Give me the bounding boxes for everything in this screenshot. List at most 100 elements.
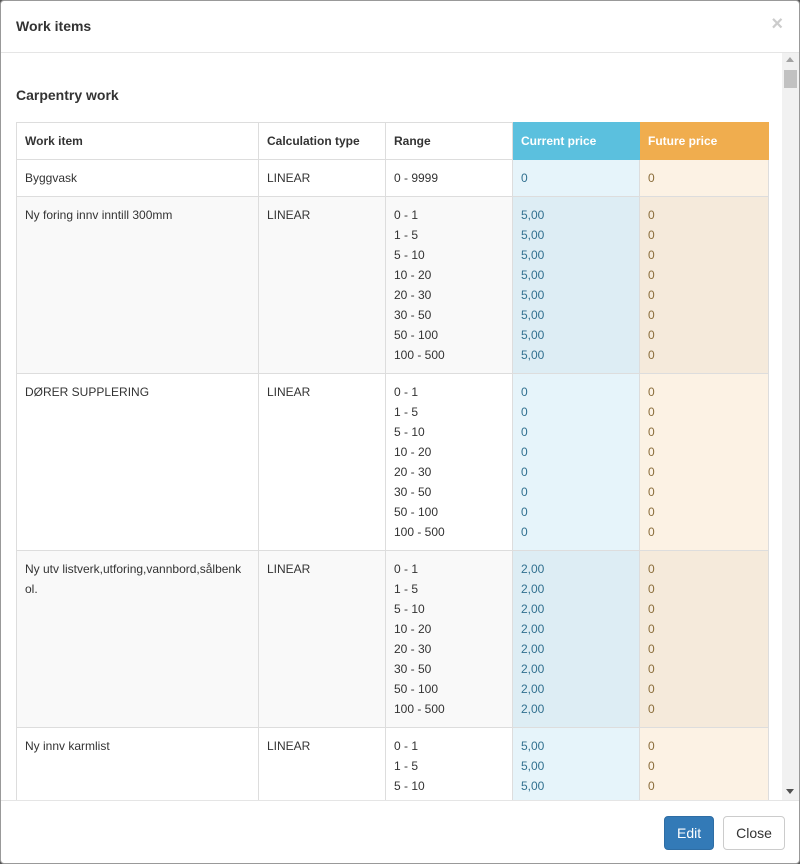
range-cell-value: 5 - 10: [394, 248, 425, 262]
current-price-cell: 5,00 5,00 5,00: [512, 727, 640, 800]
range-cell-value: 50 - 100: [394, 505, 439, 519]
current-price-cell: 5,00 5,00 5,00 5,00 5,00 5,00 5,00 5,00: [512, 196, 640, 374]
future-price-cell-value: 0: [648, 562, 655, 576]
future-price-cell-value: 0: [648, 779, 655, 793]
future-price-cell-value: 0: [648, 171, 655, 185]
range-cell-value: 50 - 100: [394, 328, 439, 342]
scroll-down-icon[interactable]: [786, 789, 794, 794]
calculation-type-cell: LINEAR: [258, 196, 386, 374]
current-price-cell-value: 2,00: [521, 682, 545, 696]
range-cell-value: 30 - 50: [394, 485, 432, 499]
work-items-table: Work item Calculation type Range Current…: [16, 122, 769, 800]
future-price-cell-value: 0: [648, 328, 655, 342]
calculation-type-cell: LINEAR: [258, 727, 386, 800]
range-cell-value: 50 - 100: [394, 682, 439, 696]
current-price-cell-value: 0: [521, 425, 528, 439]
range-cell-value: 20 - 30: [394, 288, 432, 302]
future-price-cell: 0 0 0: [639, 727, 769, 800]
header-calculation-type: Calculation type: [258, 122, 386, 160]
current-price-cell-value: 2,00: [521, 642, 545, 656]
current-price-cell-value: 2,00: [521, 702, 545, 716]
future-price-cell-value: 0: [648, 759, 655, 773]
future-price-cell-value: 0: [648, 622, 655, 636]
range-cell-value: 20 - 30: [394, 465, 432, 479]
header-work-item: Work item: [16, 122, 259, 160]
future-price-cell-value: 0: [648, 445, 655, 459]
close-button[interactable]: Close: [723, 816, 785, 850]
future-price-cell-value: 0: [648, 582, 655, 596]
work-item-cell: Ny foring innv inntill 300mm: [16, 196, 259, 374]
future-price-cell-value: 0: [648, 702, 655, 716]
current-price-cell-value: 5,00: [521, 779, 545, 793]
range-cell-value: 5 - 10: [394, 425, 425, 439]
range-cell-value: 1 - 5: [394, 759, 419, 773]
table-row: Ny foring innv inntill 300mm LINEAR 0 - 1 1…: [16, 196, 769, 374]
range-cell-value: 20 - 30: [394, 642, 432, 656]
range-cell-value: 0 - 1: [394, 385, 419, 399]
range-cell-value: 10 - 20: [394, 622, 432, 636]
modal-footer: Edit Close: [1, 800, 799, 863]
range-cell-value: 30 - 50: [394, 308, 432, 322]
future-price-cell-value: 0: [648, 405, 655, 419]
edit-button[interactable]: Edit: [664, 816, 714, 850]
current-price-cell: 0 0 0 0 0 0 0 0: [512, 373, 640, 551]
current-price-cell-value: 0: [521, 385, 528, 399]
range-cell-value: 1 - 5: [394, 228, 419, 242]
range-cell-value: 1 - 5: [394, 405, 419, 419]
table-row: DØRER SUPPLERING LINEAR 0 - 1 1 - 5 5 - 10 10…: [16, 373, 769, 551]
future-price-cell: 0 0 0 0 0 0 0 0: [639, 550, 769, 728]
current-price-cell-value: 5,00: [521, 328, 545, 342]
current-price-cell-value: 2,00: [521, 582, 545, 596]
range-cell: 0 - 1 1 - 5 5 - 10: [385, 727, 513, 800]
future-price-cell-value: 0: [648, 308, 655, 322]
future-price-cell-value: 0: [648, 525, 655, 539]
scrollbar-thumb[interactable]: [784, 70, 797, 88]
future-price-cell-value: 0: [648, 248, 655, 262]
scroll-up-icon[interactable]: [786, 57, 794, 62]
current-price-cell-value: 0: [521, 505, 528, 519]
range-cell-value: 0 - 9999: [394, 171, 439, 185]
current-price-cell-value: 0: [521, 525, 528, 539]
current-price-cell: 2,00 2,00 2,00 2,00 2,00 2,00 2,00 2,00: [512, 550, 640, 728]
future-price-cell-value: 0: [648, 348, 655, 362]
close-icon[interactable]: ×: [771, 13, 783, 35]
current-price-cell: 0: [512, 159, 640, 197]
range-cell-value: 5 - 10: [394, 602, 425, 616]
current-price-cell-value: 2,00: [521, 622, 545, 636]
range-cell-value: 5 - 10: [394, 779, 425, 793]
calculation-type-cell: LINEAR: [258, 550, 386, 728]
range-cell: 0 - 9999: [385, 159, 513, 197]
header-future-price: Future price: [639, 122, 769, 160]
future-price-cell-value: 0: [648, 385, 655, 399]
future-price-cell-value: 0: [648, 682, 655, 696]
current-price-cell-value: 5,00: [521, 739, 545, 753]
range-cell-value: 10 - 20: [394, 445, 432, 459]
current-price-cell-value: 0: [521, 445, 528, 459]
current-price-cell-value: 5,00: [521, 228, 545, 242]
section-title: Carpentry work: [16, 87, 119, 103]
current-price-cell-value: 5,00: [521, 208, 545, 222]
modal-header: Work items ×: [1, 1, 799, 53]
future-price-cell-value: 0: [648, 288, 655, 302]
table-row: Ny utv listverk,utforing,vannbord,sålben…: [16, 550, 769, 728]
future-price-cell: 0: [639, 159, 769, 197]
future-price-cell-value: 0: [648, 228, 655, 242]
scrollbar[interactable]: [782, 53, 799, 800]
current-price-cell-value: 0: [521, 405, 528, 419]
current-price-cell-value: 0: [521, 485, 528, 499]
range-cell-value: 0 - 1: [394, 208, 419, 222]
work-item-cell: Ny innv karmlist: [16, 727, 259, 800]
modal-title: Work items: [16, 18, 92, 34]
table-row: Byggvask LINEAR 0 - 9999 0 0: [16, 159, 769, 197]
future-price-cell-value: 0: [648, 485, 655, 499]
current-price-cell-value: 0: [521, 171, 528, 185]
modal-body: Carpentry work Work item Calculation typ…: [1, 53, 783, 800]
range-cell-value: 0 - 1: [394, 562, 419, 576]
future-price-cell-value: 0: [648, 425, 655, 439]
table-row: Ny innv karmlist LINEAR 0 - 1 1 - 5 5 - 10 5,…: [16, 727, 769, 800]
current-price-cell-value: 5,00: [521, 759, 545, 773]
current-price-cell-value: 2,00: [521, 602, 545, 616]
future-price-cell-value: 0: [648, 602, 655, 616]
future-price-cell-value: 0: [648, 642, 655, 656]
